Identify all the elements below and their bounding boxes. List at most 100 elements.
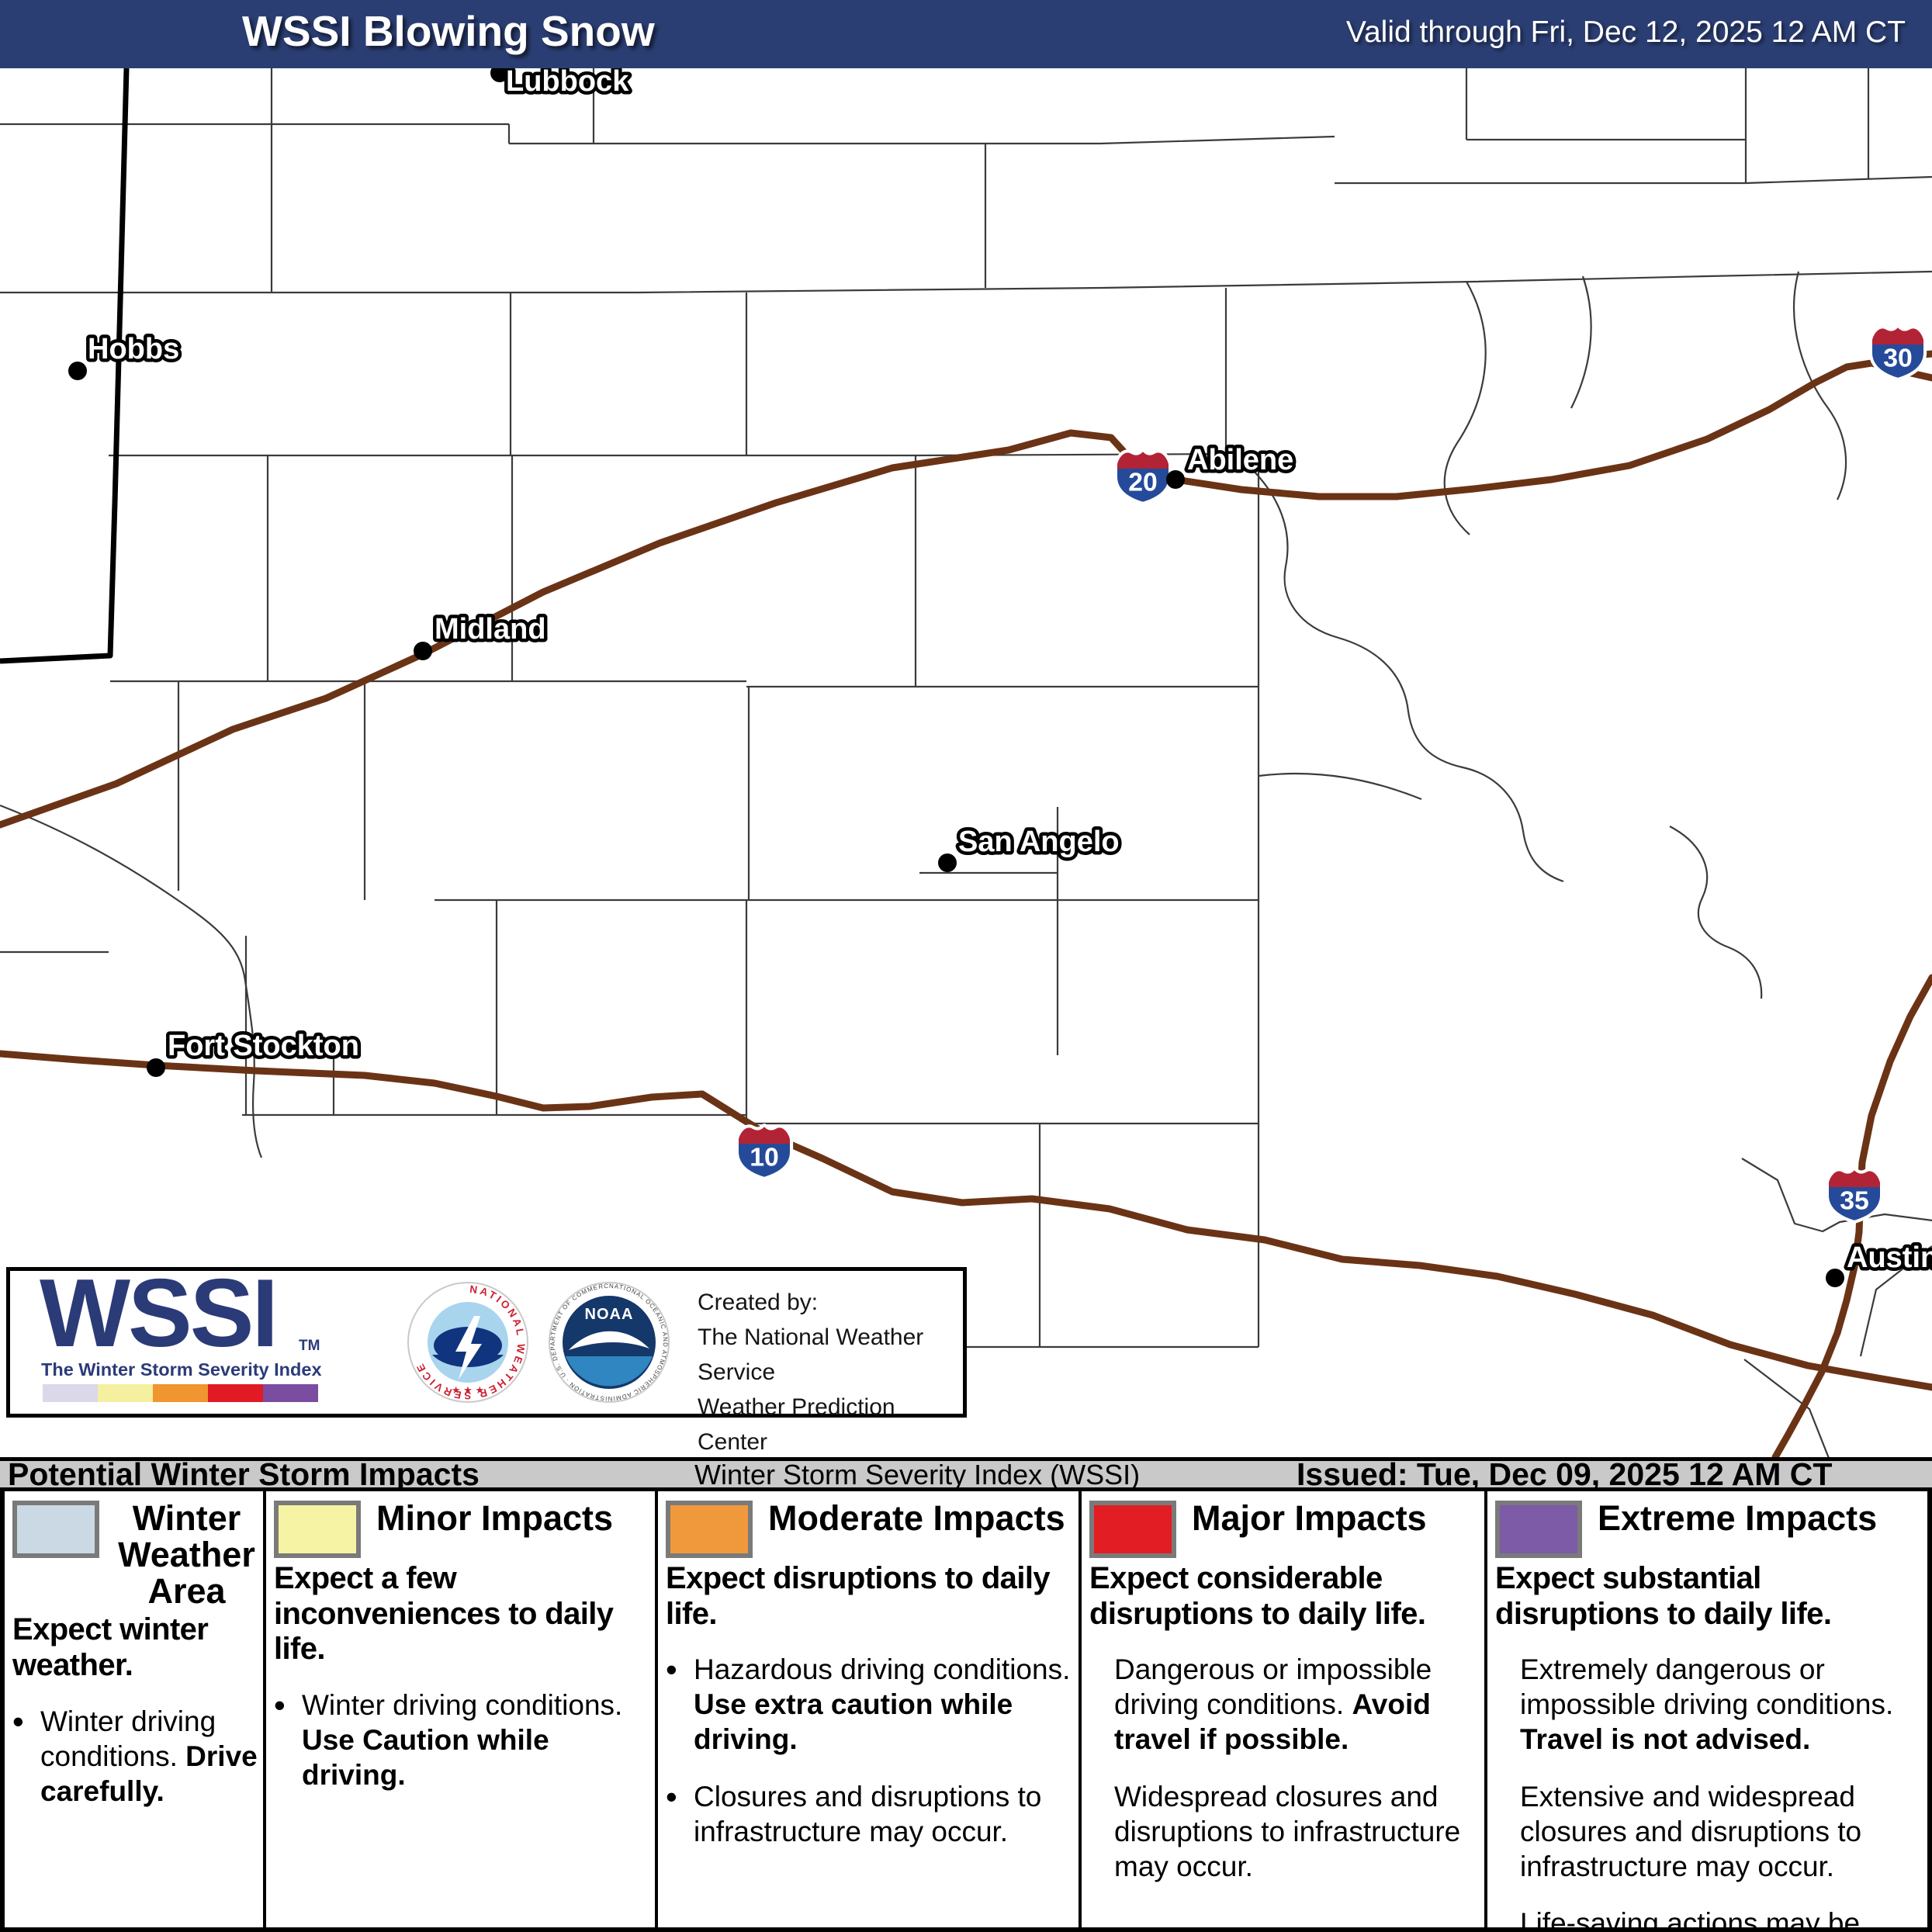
interstate-30-number: 30 [1883,344,1913,373]
legend-item: Widespread closures and disruptions to i… [1089,1779,1481,1884]
nws-logo-icon: NATIONAL WEATHER SERVICE ★ ★ ★ [407,1282,528,1403]
strip-cell-extreme [263,1384,318,1402]
interstate-20-shield: 20 [1117,452,1169,502]
interstate-35-number: 35 [1840,1186,1869,1216]
city-dot [1166,470,1185,489]
minor-impacts-swatch [274,1501,361,1558]
city-label: Fort Stockton [168,1030,359,1062]
legend-column-winter-weather: Winter Weather Area Expect winter weathe… [5,1491,263,1927]
city-dot [147,1058,165,1077]
legend-item-text: Winter driving conditions. [302,1688,623,1721]
legend-lead: Expect a few inconveniences to daily lif… [274,1561,614,1667]
city-dot [938,853,957,872]
interstate-35-route [1771,974,1932,1457]
legend-lead: Expect winter weather. [12,1612,209,1682]
legend-column-moderate: Moderate Impacts Expect disruptions to d… [655,1491,1079,1927]
city-label: San Angelo [958,826,1120,858]
legend-item-text: Winter driving conditions. [40,1705,216,1772]
map-area: 20 10 35 30 Lubbock Hobbs [0,68,1932,1457]
created-by-line: Weather Prediction Center [698,1394,895,1455]
interstate-10-number: 10 [750,1143,779,1172]
legend-item-bold: Use Caution while driving. [302,1723,549,1792]
city-dot [1826,1269,1844,1287]
legend-item-text: Closures and disruptions to infrastructu… [694,1780,1042,1847]
city-lubbock: Lubbock [490,68,633,102]
legend-item-text: Widespread closures and disruptions to i… [1114,1780,1461,1882]
city-fort-stockton: Fort Stockton [147,1027,362,1077]
interstate-20-number: 20 [1128,468,1158,497]
noaa-logo-icon: NOAA NATIONAL OCEANIC AND ATMOSPHERIC AD… [547,1280,670,1403]
impacts-title-bar: Potential Winter Storm Impacts Winter St… [0,1457,1932,1491]
legend-item-text: Life-saving actions may be needed. [1520,1906,1861,1932]
map-svg: 20 10 35 30 Lubbock Hobbs [0,68,1932,1457]
legend-item-text: Extensive and widespread closures and di… [1520,1780,1862,1882]
city-san-angelo: San Angelo [938,822,1123,872]
city-label: Midland [435,613,546,646]
state-border [0,68,130,664]
city-dot [490,68,509,82]
legend-item: Hazardous driving conditions. Use extra … [666,1650,1075,1757]
legend-item: Extensive and widespread closures and di… [1495,1779,1929,1884]
interstate-10-route [0,1050,1932,1391]
wssi-severity-color-strip [43,1384,318,1402]
legend-column-extreme: Extreme Impacts Expect substantial disru… [1484,1491,1932,1932]
major-impacts-swatch [1089,1501,1176,1558]
legend-item-bold: Use extra caution while driving. [694,1688,1013,1756]
legend-item: Dangerous or impossible driving conditio… [1089,1652,1481,1757]
strip-cell-moderate [153,1384,208,1402]
legend-item-bold: Drive carefully. [40,1740,258,1807]
wssi-tagline: The Winter Storm Severity Index [41,1359,322,1380]
header-bar: WSSI Blowing Snow Valid through Fri, Dec… [0,0,1932,68]
city-dot [68,362,87,380]
legend-item: Winter driving conditions. Use Caution w… [274,1685,652,1792]
created-by-line: The National Weather Service [698,1324,924,1385]
wssi-logo-box: WSSI TM The Winter Storm Severity Index … [6,1260,967,1455]
legend-title: Moderate Impacts [768,1498,1065,1538]
strip-cell-limited [43,1384,98,1402]
city-label: Austin [1847,1241,1932,1274]
city-midland: Midland [414,610,549,660]
trademark-symbol: TM [299,1338,320,1354]
legend-item: Winter driving conditions. Drive careful… [12,1702,260,1809]
moderate-impacts-swatch [666,1501,753,1558]
city-label: Hobbs [88,333,179,365]
valid-through-text: Valid through Fri, Dec 12, 2025 12 AM CT [1345,16,1906,49]
winter-weather-swatch [12,1501,99,1558]
wssi-wordmark: WSSI [40,1260,279,1367]
legend-item-bold: Travel is not advised. [1520,1723,1811,1756]
city-label: Abilene [1187,444,1293,476]
city-austin: Austin [1826,1238,1932,1287]
city-hobbs: Hobbs [68,330,183,380]
legend-item: Extremely dangerous or impossible drivin… [1495,1652,1929,1757]
created-by-block: Created by: The National Weather Service… [698,1285,963,1459]
legend-item-text: Hazardous driving conditions. [694,1653,1071,1686]
city-abilene: Abilene [1166,441,1297,489]
county-borders-irregular [0,271,1932,1457]
interstate-10-shield: 10 [739,1127,790,1177]
city-label: Lubbock [506,68,629,98]
map-background [0,68,1932,1457]
extreme-impacts-swatch [1495,1501,1582,1558]
legend-lead: Expect considerable disruptions to daily… [1089,1561,1426,1631]
legend-column-minor: Minor Impacts Expect a few inconvenience… [263,1491,655,1927]
impacts-bar-subtitle: Winter Storm Severity Index (WSSI) [694,1459,1141,1491]
legend-item: Closures and disruptions to infrastructu… [666,1777,1075,1849]
legend-title: Minor Impacts [376,1498,614,1538]
city-dot [414,642,432,660]
created-by-line: Created by: [698,1290,819,1315]
page-title: WSSI Blowing Snow [242,7,655,55]
issued-text: Issued: Tue, Dec 09, 2025 12 AM CT [1297,1456,1833,1492]
legend: Winter Weather Area Expect winter weathe… [0,1491,1932,1932]
county-borders [0,68,1932,1349]
interstate-30-shield: 30 [1872,327,1923,378]
strip-cell-major [208,1384,263,1402]
noaa-label: NOAA [585,1306,634,1323]
nws-stars: ★ ★ ★ [452,1384,484,1396]
legend-item-bold: Avoid travel if possible. [1114,1688,1431,1756]
strip-cell-minor [98,1384,153,1402]
legend-title: Winter Weather Area [118,1498,255,1611]
legend-column-major: Major Impacts Expect considerable disrup… [1079,1491,1484,1927]
interstate-35-shield: 35 [1829,1170,1880,1220]
legend-title: Major Impacts [1192,1498,1427,1538]
legend-item: Life-saving actions may be needed. [1495,1906,1929,1932]
